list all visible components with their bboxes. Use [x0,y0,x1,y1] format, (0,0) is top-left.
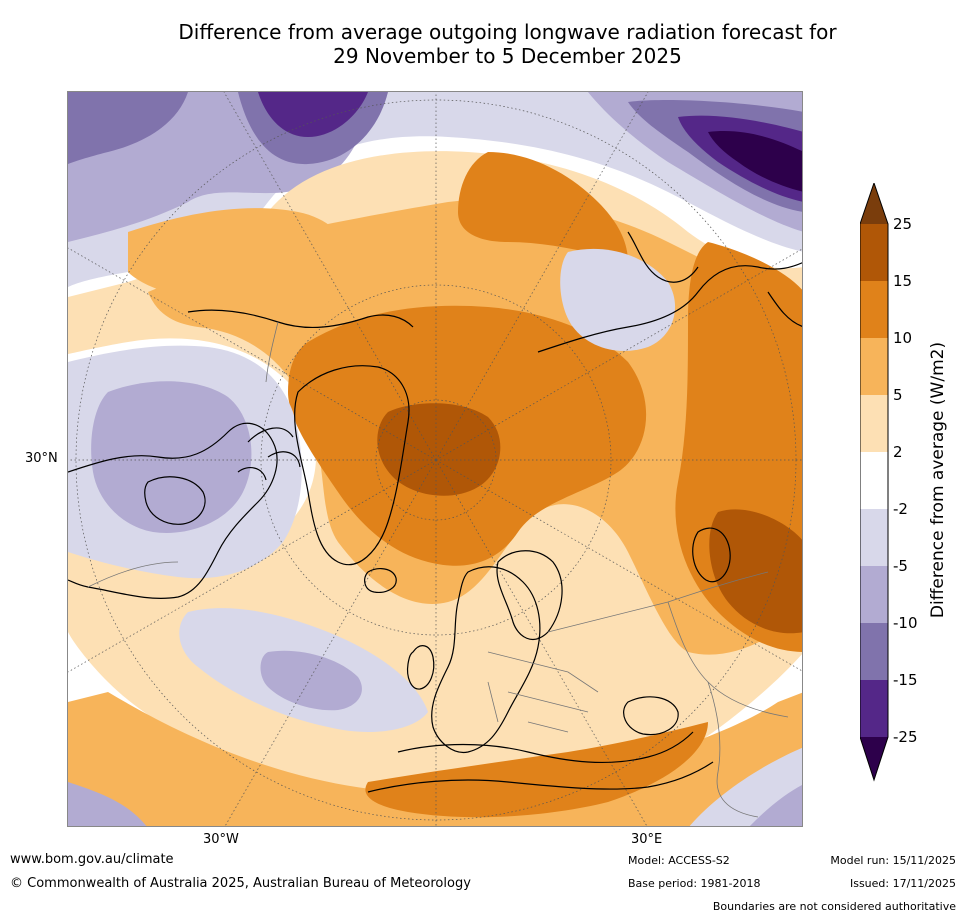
anomaly-region-pos-mid-left [128,208,352,310]
title-line-2: 29 November to 5 December 2025 [333,44,682,68]
colorbar-segment-2-5 [860,395,888,452]
colorbar-segment-neg15-neg10 [860,623,888,680]
copyright-text: © Commonwealth of Australia 2025, Austra… [10,876,471,891]
colorbar [860,183,889,782]
colorbar-tick-label: 5 [893,386,903,404]
latitude-circle-60 [260,284,612,636]
colorbar-tick-label: -5 [893,557,908,575]
anomaly-region-neg-central [560,248,676,351]
meridian-30w [224,459,437,826]
colorbar-title: Difference from average (W/m2) [928,341,948,619]
disclaimer-text: Boundaries are not considered authoritat… [712,900,956,913]
coastline-greenland [294,365,410,566]
coastline-canadian-archipelago [237,427,301,481]
anomaly-region-pos-15 [377,403,501,496]
boundary-russia [547,571,769,633]
anomaly-region-neg-atlantic-2 [260,650,362,711]
colorbar-tick-label: -10 [893,614,918,632]
anomaly-region-neg-top-right-4 [708,131,802,192]
boundary-alaska [265,321,279,383]
colorbar-segment-neg25-neg15 [860,680,888,737]
coastline-black-sea [623,696,679,736]
colorbar-outline [860,183,889,782]
map-title: Difference from average outgoing longwav… [60,20,955,68]
meridian-120e [435,248,802,461]
anomaly-region-neg-top-center-dark [258,92,368,137]
colorbar-tick-label: -25 [893,728,918,746]
colorbar-tick-label: 25 [893,215,913,233]
polar-map[interactable] [67,91,803,827]
anomaly-region-neg-bottom-left [68,782,147,826]
colorbar-segment-neg5-neg2 [860,509,888,566]
colorbar-tick-label: 10 [893,329,913,347]
model-text: Model: ACCESS-S2 [628,854,730,867]
anomaly-region-neg-west-2 [91,381,252,533]
boundary-china [707,681,759,818]
longitude-label-30w: 30°W [203,832,239,847]
latitude-label-30n: 30°N [25,451,58,466]
colorbar-segment-15-25 [860,224,888,281]
coastline-asia-east [627,231,802,327]
meridian-60e [435,459,802,672]
colorbar-segment-neg10-neg5 [860,566,888,623]
title-line-1: Difference from average outgoing longwav… [178,20,837,44]
meridian-150e [435,92,649,461]
colorbar-segment-10-15 [860,281,888,338]
model-run-text: Model run: 15/11/2025 [830,854,956,867]
coastline-hudson-bay [144,476,206,525]
meridian-150w [223,92,437,461]
coastline-north-africa [367,761,714,793]
boundary-europe-grid [487,651,599,733]
colorbar-segment-neg2-2 [860,452,888,509]
colorbar-segment-5-10 [860,338,888,395]
anomaly-region-neg-bottom-right-2 [749,785,802,826]
country-boundaries [87,321,789,818]
coastline-alaska [187,309,414,329]
coastline-siberia [537,262,802,353]
colorbar-arrow-bottom [860,737,888,780]
website-link[interactable]: www.bom.gov.au/climate [10,852,174,867]
colorbar-tick-label: 2 [893,443,903,461]
longitude-label-30e: 30°E [631,832,663,847]
meridian-30e [435,459,648,826]
anomaly-region-neg-top-3 [68,92,188,164]
coastline-north-america [68,422,278,599]
colorbar-arrow-top [860,183,888,224]
colorbar-tick-label: -2 [893,500,908,518]
coastline-iceland [364,568,397,593]
coastline-uk [406,645,435,690]
anomaly-region-pos-north-east [458,152,628,262]
colorbar-tick-label: 15 [893,272,913,290]
anomaly-region-pos-east-15 [709,509,802,634]
meridian-60w [68,459,437,673]
anomaly-region-pos-south-10 [365,722,708,818]
colorbar-tick-label: -15 [893,671,918,689]
meridian-120w [68,247,437,461]
graticule [68,92,802,826]
coastlines [68,231,802,793]
coastline-europe [431,566,541,754]
base-period-text: Base period: 1981-2018 [628,877,761,890]
coastline-caspian [692,527,731,583]
boundary-usa-canada [87,561,179,588]
issued-text: Issued: 17/11/2025 [849,877,956,890]
map-canvas [68,92,802,826]
coastline-mediterranean [397,731,694,764]
